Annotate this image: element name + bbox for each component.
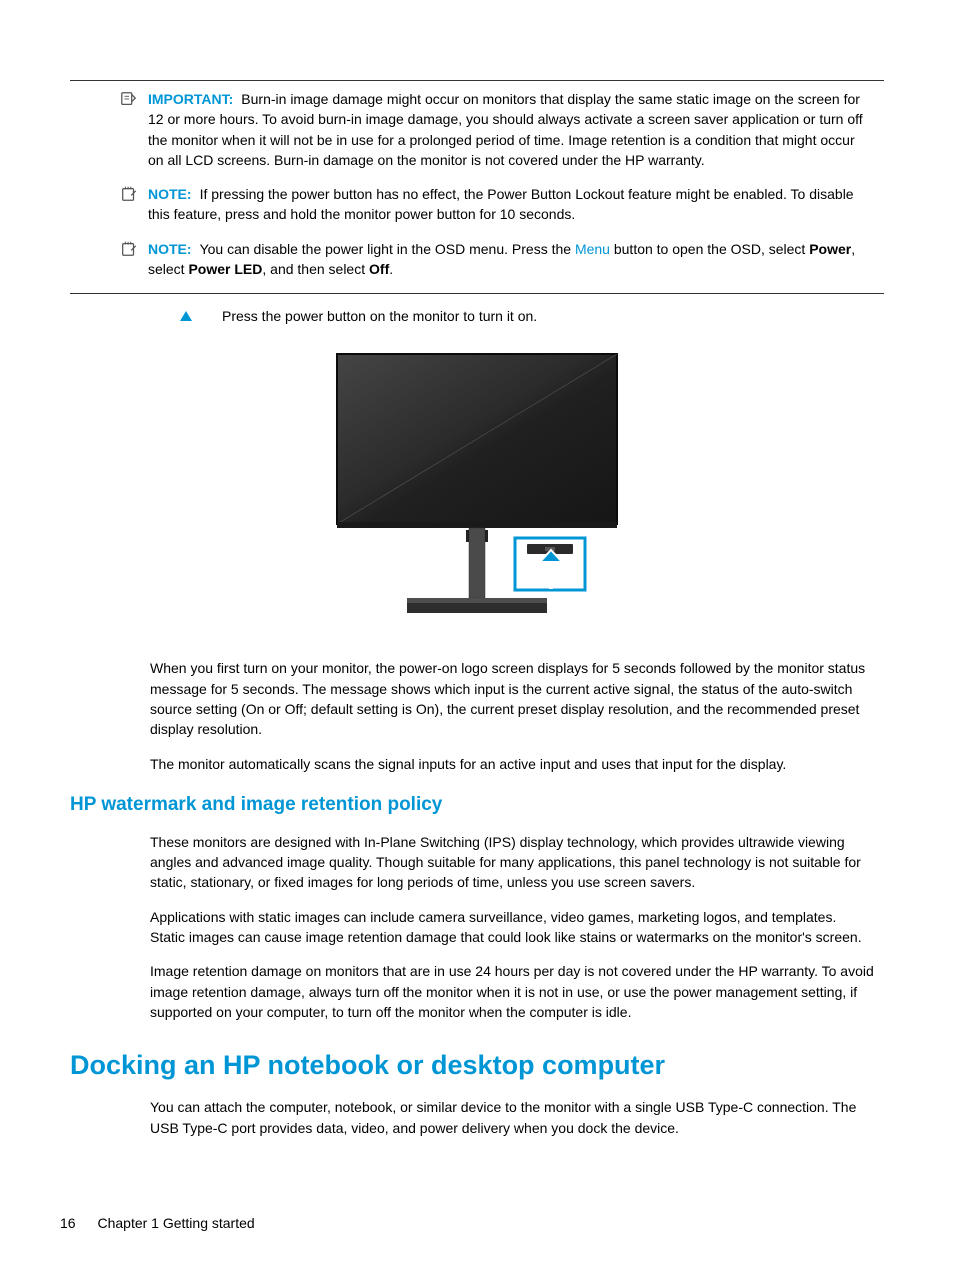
important-text: IMPORTANT:Burn-in image damage might occ…: [148, 89, 874, 170]
note2-text: NOTE:You can disable the power light in …: [148, 239, 874, 280]
note2-body: You can disable the power light in the O…: [148, 241, 855, 277]
monitor-figure: [70, 344, 884, 634]
watermark-para-3: Image retention damage on monitors that …: [70, 961, 884, 1022]
page-footer: 16 Chapter 1 Getting started: [60, 1215, 255, 1231]
note-icon: [120, 240, 142, 258]
step-1: Press the power button on the monitor to…: [70, 308, 884, 324]
important-icon: [120, 90, 142, 108]
note1-body: If pressing the power button has no effe…: [148, 186, 854, 222]
callout-group: IMPORTANT:Burn-in image damage might occ…: [70, 80, 884, 294]
body-para-1: When you first turn on your monitor, the…: [70, 658, 884, 739]
body-para-2: The monitor automatically scans the sign…: [70, 754, 884, 774]
triangle-bullet-icon: [180, 311, 192, 321]
watermark-para-2: Applications with static images can incl…: [70, 907, 884, 948]
page-number: 16: [60, 1215, 76, 1231]
step-text: Press the power button on the monitor to…: [222, 308, 537, 324]
section-watermark-heading: HP watermark and image retention policy: [70, 794, 884, 816]
note1-text: NOTE:If pressing the power button has no…: [148, 184, 874, 225]
important-callout: IMPORTANT:Burn-in image damage might occ…: [70, 89, 884, 170]
docking-para-1: You can attach the computer, notebook, o…: [70, 1097, 884, 1138]
note-callout-2: NOTE:You can disable the power light in …: [70, 239, 884, 280]
note-callout-1: NOTE:If pressing the power button has no…: [70, 184, 884, 225]
watermark-para-1: These monitors are designed with In-Plan…: [70, 832, 884, 893]
important-body: Burn-in image damage might occur on moni…: [148, 91, 863, 168]
note1-label: NOTE:: [148, 186, 192, 202]
note-icon: [120, 185, 142, 203]
note2-label: NOTE:: [148, 241, 192, 257]
section-docking-heading: Docking an HP notebook or desktop comput…: [70, 1050, 884, 1081]
page: IMPORTANT:Burn-in image damage might occ…: [0, 0, 954, 1271]
chapter-label: Chapter 1 Getting started: [97, 1215, 254, 1231]
important-label: IMPORTANT:: [148, 91, 233, 107]
